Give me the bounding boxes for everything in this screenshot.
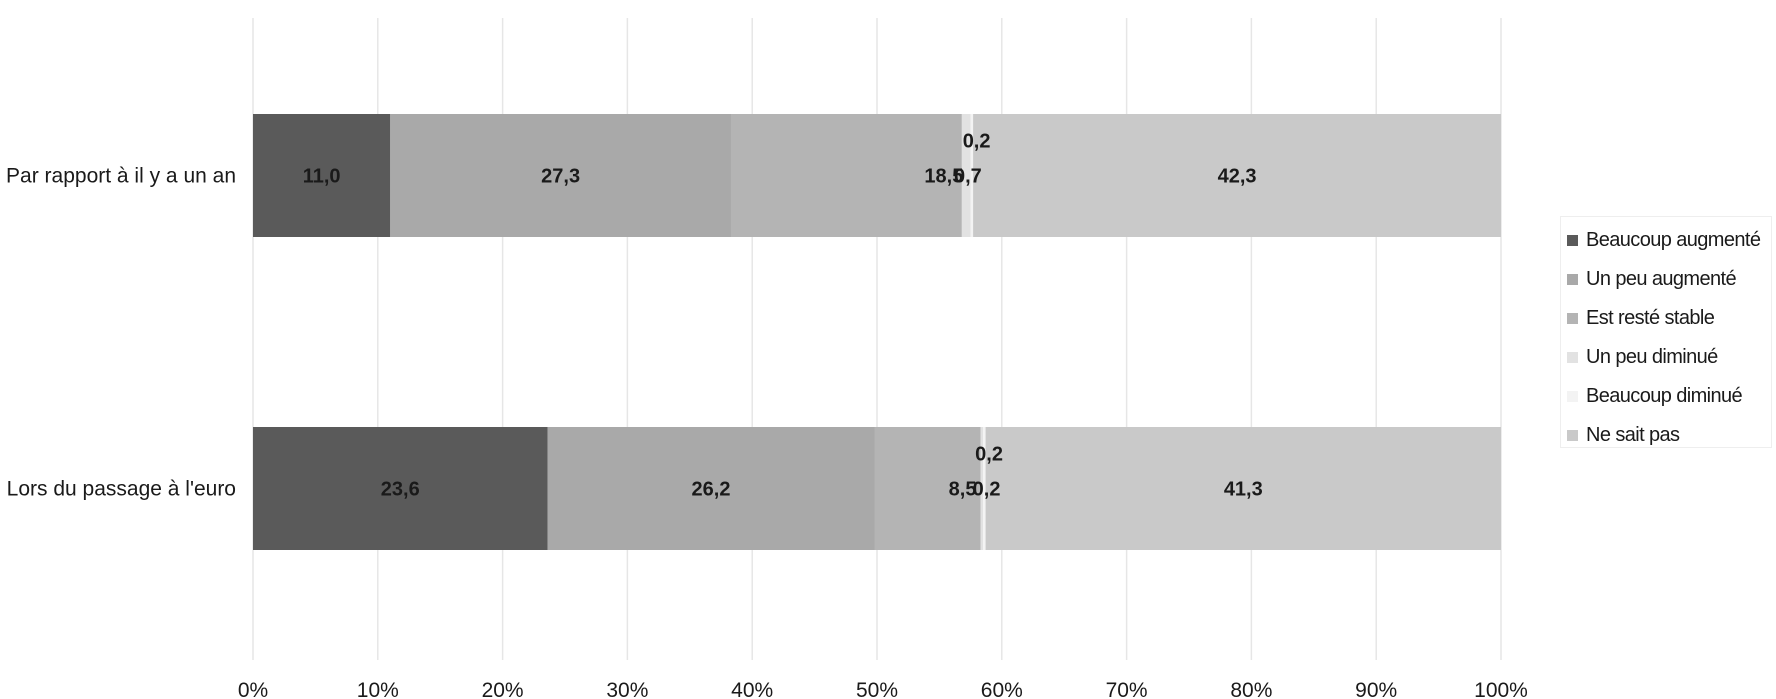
bar-segment <box>961 114 971 237</box>
legend-swatch <box>1567 352 1578 363</box>
legend-swatch <box>1567 391 1578 402</box>
data-label: 41,3 <box>1224 479 1263 501</box>
legend: Beaucoup augmenté Un peu augmenté Est rest… <box>1560 216 1772 448</box>
x-tick-label: 70% <box>1106 679 1148 699</box>
legend-item: Un peu augmenté <box>1567 260 1765 299</box>
legend-swatch <box>1567 235 1578 246</box>
bar-segment <box>985 427 1501 550</box>
bar-segment <box>970 114 974 237</box>
data-label: 0,2 <box>975 444 1003 466</box>
legend-item: Un peu diminué <box>1567 338 1765 377</box>
x-tick-label: 10% <box>357 679 399 699</box>
data-label: 18,5 <box>924 166 963 188</box>
x-tick-label: 0% <box>238 679 268 699</box>
data-label: 8,5 <box>949 479 977 501</box>
bar-segment <box>874 427 981 550</box>
bar-segment <box>973 114 1501 237</box>
x-tick-label: 50% <box>856 679 898 699</box>
x-tick-label: 100% <box>1474 679 1528 699</box>
data-label: 27,3 <box>541 166 580 188</box>
x-tick-label: 60% <box>981 679 1023 699</box>
legend-label: Beaucoup augmenté <box>1586 229 1761 251</box>
legend-item: Ne sait pas <box>1567 416 1765 455</box>
x-tick-label: 20% <box>482 679 524 699</box>
legend-item: Beaucoup diminué <box>1567 377 1765 416</box>
data-label: 26,2 <box>692 479 731 501</box>
category-label: Lors du passage à l'euro <box>7 478 236 501</box>
category-labels: Par rapport à il y a un an Lors du passag… <box>6 165 236 501</box>
x-tick-label: 90% <box>1355 679 1397 699</box>
x-tick-label: 80% <box>1230 679 1272 699</box>
legend-label: Beaucoup diminué <box>1586 385 1743 407</box>
legend-swatch <box>1567 313 1578 324</box>
bar-segments <box>253 114 1501 550</box>
bar-segment <box>547 427 875 550</box>
x-axis-tick-labels: 0% 10% 20% 30% 40% 50% 60% 70% 80% 90% 100% <box>238 679 1528 699</box>
bar-segment <box>983 427 986 550</box>
legend-label: Un peu diminué <box>1586 346 1718 368</box>
data-label: 11,0 <box>303 166 341 188</box>
data-labels: 11,0 27,3 18,50,70,242,323,6 26,2 8,50,20,24… <box>303 131 1263 501</box>
data-label: 42,3 <box>1218 166 1257 188</box>
data-label: 0,7 <box>954 166 982 188</box>
bar-segment <box>253 427 548 550</box>
legend-label: Un peu augmenté <box>1586 268 1737 290</box>
data-label: 0,2 <box>963 131 991 153</box>
bar-segment <box>390 114 731 237</box>
legend-label: Ne sait pas <box>1586 424 1680 446</box>
legend-item: Est resté stable <box>1567 299 1765 338</box>
data-label: 0,2 <box>973 479 1001 501</box>
legend-swatch <box>1567 274 1578 285</box>
bar-segment <box>980 427 984 550</box>
data-label: 23,6 <box>381 479 420 501</box>
legend-swatch <box>1567 430 1578 441</box>
bar-segment <box>253 114 391 237</box>
bar-segment <box>730 114 962 237</box>
x-tick-label: 40% <box>731 679 773 699</box>
x-tick-label: 30% <box>606 679 648 699</box>
legend-item: Beaucoup augmenté <box>1567 221 1765 260</box>
legend-label: Est resté stable <box>1586 307 1715 329</box>
category-label: Par rapport à il y a un an <box>6 165 236 188</box>
